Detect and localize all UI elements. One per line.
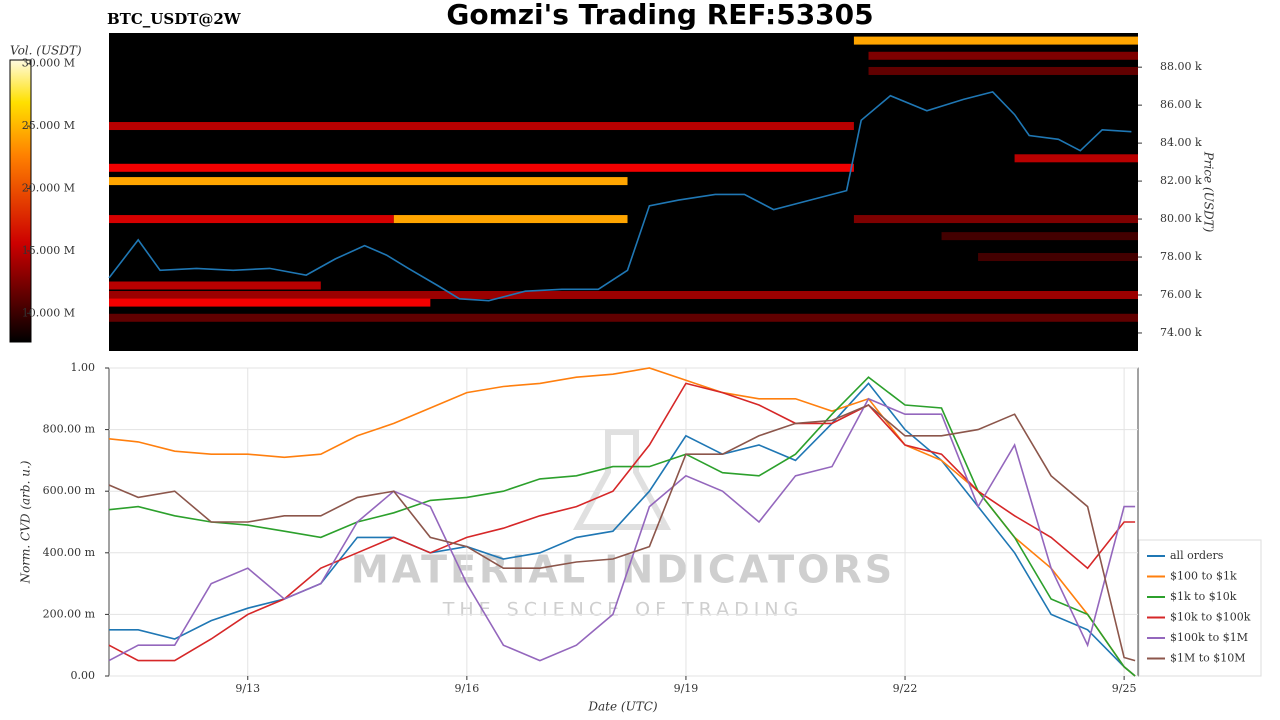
heat-level: [109, 281, 321, 290]
legend: [1138, 539, 1262, 677]
heat-level: [393, 215, 628, 224]
y-tick-label: 78.00 k: [1160, 250, 1202, 263]
colorbar-tick-label: 25.000 M: [22, 119, 75, 132]
heat-level: [109, 298, 431, 307]
cvd-line: [108, 376, 1136, 677]
x-tick-label: 9/19: [674, 682, 699, 695]
plot-area: [108, 367, 1139, 677]
heat-level: [853, 36, 1138, 45]
cvd-line: [108, 404, 1136, 662]
heat-level: [109, 177, 628, 186]
legend-label: $100 to $1k: [1170, 570, 1237, 583]
heat-level: [868, 66, 1138, 75]
heat-level: [109, 122, 854, 131]
heat-level: [941, 232, 1138, 241]
y-tick-label: 800.00 m: [43, 423, 96, 436]
y-tick-label: 86.00 k: [1160, 98, 1202, 111]
y-tick-label: 0.00: [71, 669, 96, 682]
y-tick-label: 76.00 k: [1160, 288, 1202, 301]
colorbar-tick-label: 20.000 M: [22, 182, 75, 195]
legend-label: $1k to $10k: [1170, 590, 1237, 603]
cvd-line: [108, 397, 1136, 662]
heat-level: [1014, 154, 1138, 163]
watermark: MATERIAL INDICATORS THE SCIENCE OF TRADI…: [351, 429, 895, 621]
legend-label: $10k to $100k: [1170, 611, 1251, 624]
y-tick-label: 1.00: [71, 361, 96, 374]
colorbar-tick-label: 15.000 M: [22, 244, 75, 257]
heat-level: [978, 253, 1138, 262]
y-tick-label: 80.00 k: [1160, 212, 1202, 225]
cvd-line: [109, 382, 1136, 677]
heat-level: [109, 163, 854, 172]
heat-level: [109, 313, 1138, 322]
heat-level: [868, 51, 1138, 60]
y-axis-label: Norm. CVD (arb. u.): [19, 460, 33, 584]
y-tick-label: 600.00 m: [43, 484, 96, 497]
y-tick-label: 400.00 m: [43, 546, 96, 559]
watermark-tagline: THE SCIENCE OF TRADING: [442, 599, 804, 621]
page-title: Gomzi's Trading REF:53305: [446, 0, 873, 31]
heat-level: [853, 215, 1138, 224]
y-axis-label: Price (USDT): [1202, 151, 1216, 233]
x-tick-label: 9/25: [1112, 682, 1137, 695]
y-tick-label: 200.00 m: [43, 607, 96, 620]
legend-label: all orders: [1170, 549, 1224, 562]
legend-label: $100k to $1M: [1170, 631, 1248, 644]
y-tick-label: 84.00 k: [1160, 136, 1202, 149]
legend-label: $1M to $10M: [1170, 652, 1246, 665]
x-axis-label: Date (UTC): [587, 700, 657, 714]
heat-level: [109, 215, 394, 224]
heat-level: [109, 290, 1138, 299]
y-tick-label: 74.00 k: [1160, 326, 1202, 339]
colorbar-tick-label: 10.000 M: [22, 306, 75, 319]
colorbar: [9, 59, 32, 343]
y-tick-label: 82.00 k: [1160, 174, 1202, 187]
watermark-name: MATERIAL INDICATORS: [351, 548, 895, 592]
price-line: [108, 91, 1132, 302]
x-tick-label: 9/16: [454, 682, 479, 695]
chart-title: BTC_USDT@2W: [107, 10, 242, 28]
x-tick-label: 9/22: [893, 682, 918, 695]
colorbar-tick-label: 30.000 M: [22, 57, 75, 70]
colorbar-label: Vol. (USDT): [10, 44, 82, 58]
y-tick-label: 88.00 k: [1160, 60, 1202, 73]
x-tick-label: 9/13: [235, 682, 260, 695]
